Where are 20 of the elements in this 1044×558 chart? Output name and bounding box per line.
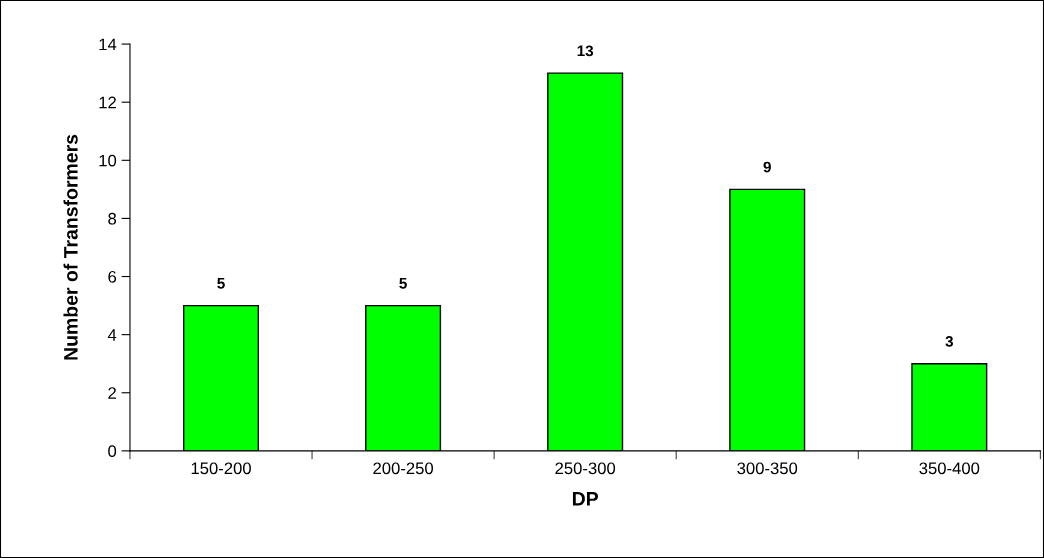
x-tick-label: 350-400	[919, 462, 980, 475]
data-label: 5	[399, 278, 407, 289]
x-tick-label: 150-200	[191, 462, 251, 475]
x-tick-label: 200-250	[373, 462, 434, 475]
y-tick-label: 4	[107, 329, 117, 341]
y-tick-label: 14	[99, 38, 117, 51]
y-tick-label: 2	[108, 387, 116, 399]
y-tick-label: 12	[99, 96, 116, 109]
y-tick-label: 8	[108, 212, 117, 225]
data-label: 9	[763, 161, 771, 173]
data-label: 13	[577, 45, 594, 57]
x-tick-label: 250-300	[555, 462, 616, 475]
y-tick-label: 10	[99, 154, 117, 167]
x-axis-title: DP	[572, 492, 598, 506]
y-axis-title: Number of Transformers	[63, 134, 78, 360]
data-label: 3	[945, 335, 954, 347]
data-label: 5	[217, 278, 225, 289]
y-tick-label: 6	[108, 270, 117, 283]
x-tick-label: 300-350	[737, 462, 798, 475]
y-tick-label: 0	[108, 445, 117, 458]
